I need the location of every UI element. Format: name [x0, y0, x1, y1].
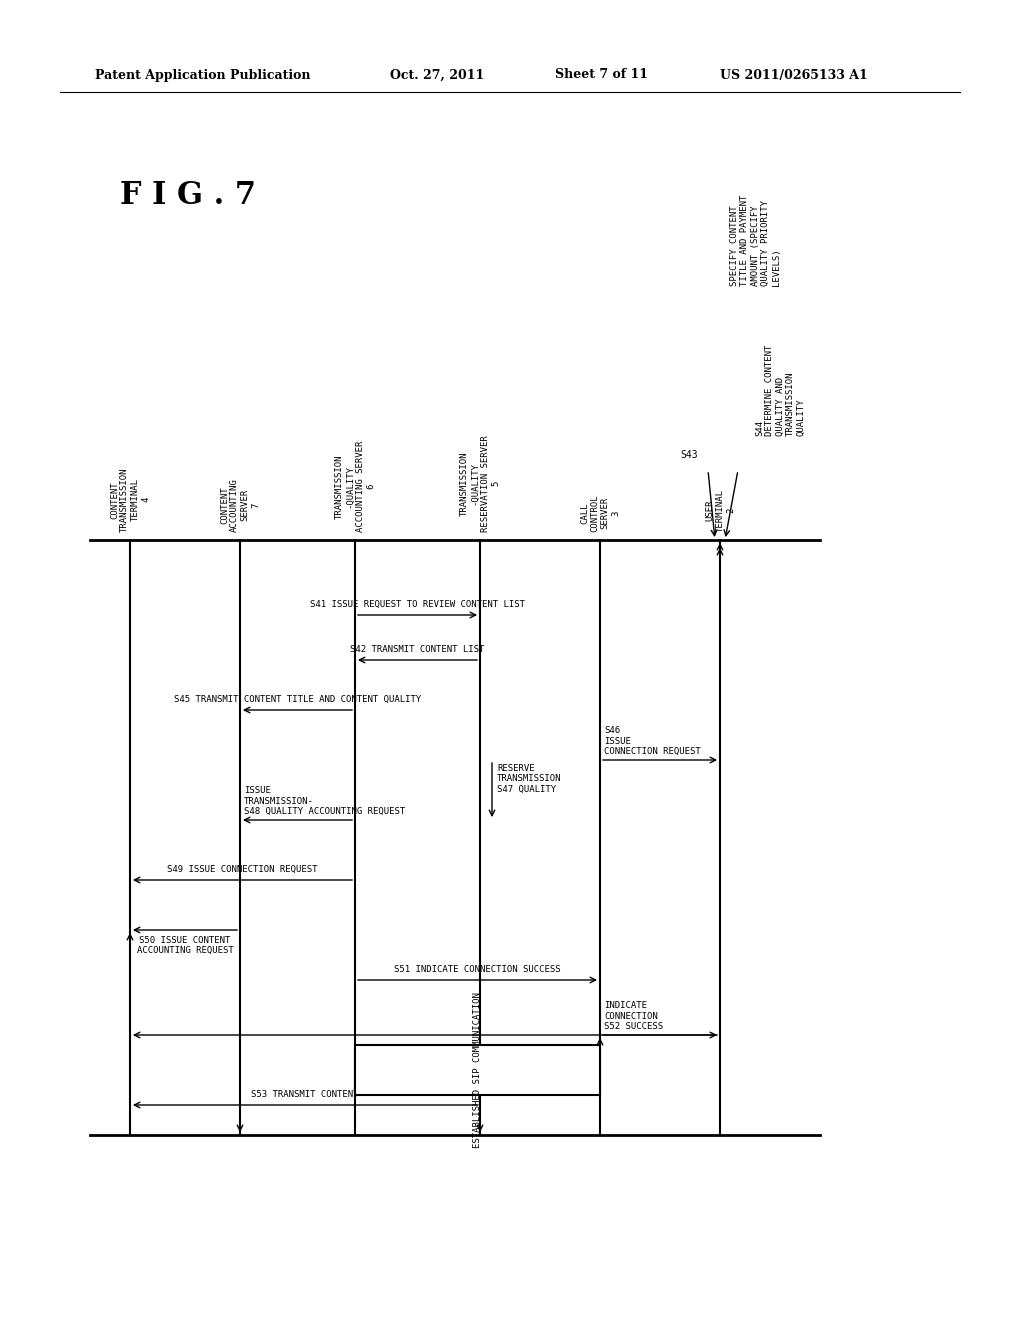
Text: RESERVE
TRANSMISSION
S47 QUALITY: RESERVE TRANSMISSION S47 QUALITY	[497, 764, 561, 793]
Text: S41 ISSUE REQUEST TO REVIEW CONTENT LIST: S41 ISSUE REQUEST TO REVIEW CONTENT LIST	[310, 601, 525, 609]
Text: INDICATE
CONNECTION
S52 SUCCESS: INDICATE CONNECTION S52 SUCCESS	[604, 1001, 664, 1031]
Text: S44
DETERMINE CONTENT
QUALITY AND
TRANSMISSION
QUALITY: S44 DETERMINE CONTENT QUALITY AND TRANSM…	[755, 345, 806, 437]
Text: S53 TRANSMIT CONTENT: S53 TRANSMIT CONTENT	[251, 1090, 358, 1100]
Text: S42 TRANSMIT CONTENT LIST: S42 TRANSMIT CONTENT LIST	[350, 645, 484, 653]
Text: SPECIFY CONTENT
TITLE AND PAYMENT
AMOUNT (SPECIFY
QUALITY PRIORITY
LEVELS): SPECIFY CONTENT TITLE AND PAYMENT AMOUNT…	[730, 195, 780, 286]
Text: S45 TRANSMIT CONTENT TITLE AND CONTENT QUALITY: S45 TRANSMIT CONTENT TITLE AND CONTENT Q…	[174, 696, 421, 704]
Text: TRANSMISSION
-QUALITY
ACCOUNTING SERVER
6: TRANSMISSION -QUALITY ACCOUNTING SERVER …	[335, 441, 375, 532]
Text: S50 ISSUE CONTENT
ACCOUNTING REQUEST: S50 ISSUE CONTENT ACCOUNTING REQUEST	[136, 936, 233, 956]
Text: ESTABLISHED SIP COMMUNICATION: ESTABLISHED SIP COMMUNICATION	[473, 993, 482, 1148]
Text: ISSUE
TRANSMISSION-
S48 QUALITY ACCOUNTING REQUEST: ISSUE TRANSMISSION- S48 QUALITY ACCOUNTI…	[244, 787, 406, 816]
Text: S51 INDICATE CONNECTION SUCCESS: S51 INDICATE CONNECTION SUCCESS	[394, 965, 561, 974]
Text: CONTENT
TRANSMISSION
TERMINAL
4: CONTENT TRANSMISSION TERMINAL 4	[110, 467, 151, 532]
Bar	[355, 1045, 600, 1096]
Text: CONTENT
ACCOUNTING
SERVER
7: CONTENT ACCOUNTING SERVER 7	[220, 478, 260, 532]
Text: S46
ISSUE
CONNECTION REQUEST: S46 ISSUE CONNECTION REQUEST	[604, 726, 700, 756]
Text: TRANSMISSION
-QUALITY
RESERVATION SERVER
5: TRANSMISSION -QUALITY RESERVATION SERVER…	[460, 436, 500, 532]
Text: S43: S43	[680, 450, 698, 459]
Text: Patent Application Publication: Patent Application Publication	[95, 69, 310, 82]
Text: F I G . 7: F I G . 7	[120, 180, 256, 210]
Text: US 2011/0265133 A1: US 2011/0265133 A1	[720, 69, 867, 82]
Text: S49 ISSUE CONNECTION REQUEST: S49 ISSUE CONNECTION REQUEST	[167, 865, 317, 874]
Text: Oct. 27, 2011: Oct. 27, 2011	[390, 69, 484, 82]
Text: CALL
CONTROL
SERVER
3: CALL CONTROL SERVER 3	[580, 495, 621, 532]
Text: USER
TERMINAL
2: USER TERMINAL 2	[706, 488, 735, 532]
Text: Sheet 7 of 11: Sheet 7 of 11	[555, 69, 648, 82]
